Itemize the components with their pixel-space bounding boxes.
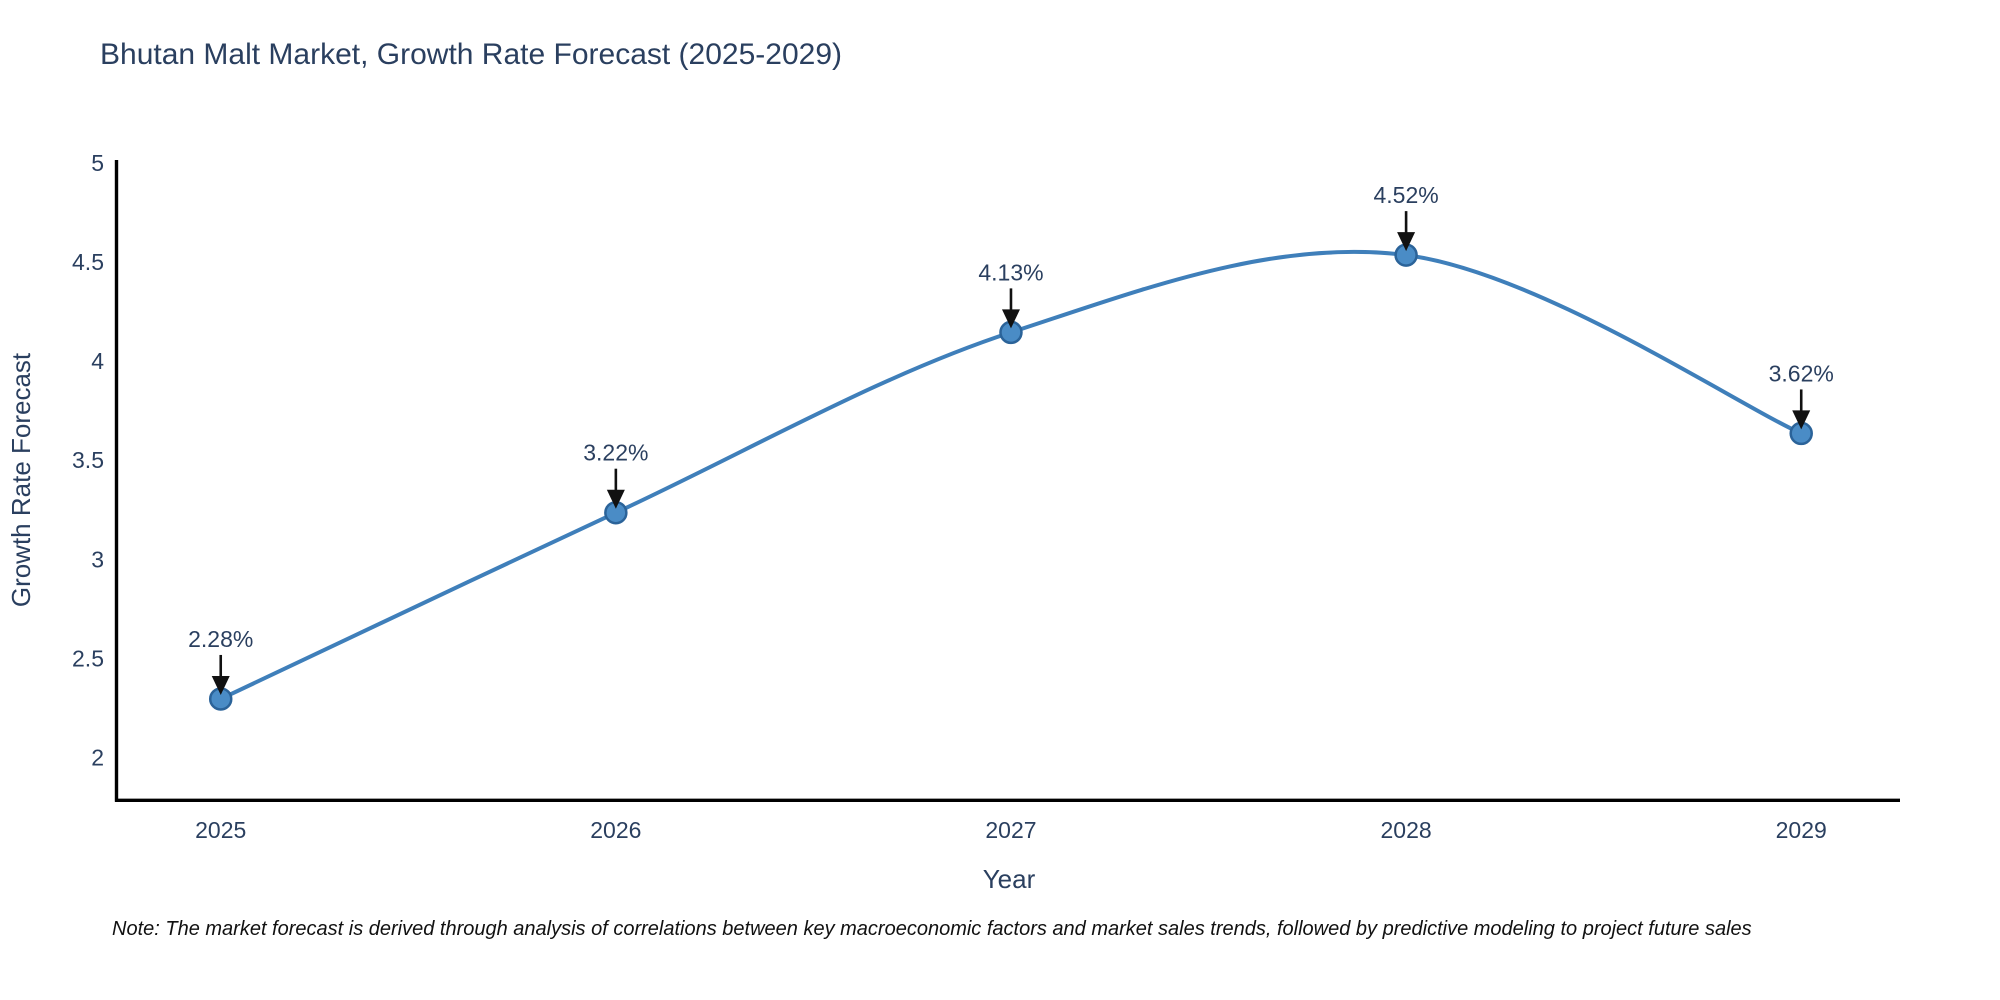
y-tick-label: 4.5 <box>72 249 104 275</box>
x-tick-label: 2027 <box>985 817 1036 843</box>
y-tick-label: 3 <box>91 546 104 572</box>
annotation-label: 3.62% <box>1769 360 1834 386</box>
annotation-arrow-head <box>1001 309 1020 329</box>
footnote: Note: The market forecast is derived thr… <box>112 918 1752 940</box>
y-axis-title: Growth Rate Forecast <box>6 352 36 607</box>
y-tick-label: 5 <box>91 150 104 176</box>
chart-title: Bhutan Malt Market, Growth Rate Forecast… <box>100 38 843 71</box>
x-axis-title: Year <box>983 864 1036 894</box>
x-tick-label: 2028 <box>1381 817 1432 843</box>
y-tick-label: 3.5 <box>72 447 104 473</box>
annotation-label: 2.28% <box>188 626 253 652</box>
annotation-arrow-head <box>606 489 625 509</box>
annotation-label: 3.22% <box>583 440 648 466</box>
y-tick-label: 2 <box>91 744 104 770</box>
x-tick-label: 2026 <box>590 817 641 843</box>
x-tick-label: 2029 <box>1776 817 1827 843</box>
annotation-arrow-head <box>211 675 230 695</box>
annotation-label: 4.13% <box>978 259 1043 285</box>
annotation-arrow-head <box>1397 232 1416 252</box>
x-tick-label: 2025 <box>195 817 246 843</box>
annotation-arrow-head <box>1792 410 1811 430</box>
annotation-label: 4.52% <box>1373 182 1438 208</box>
y-tick-label: 4 <box>91 348 104 374</box>
y-tick-label: 2.5 <box>72 645 104 671</box>
